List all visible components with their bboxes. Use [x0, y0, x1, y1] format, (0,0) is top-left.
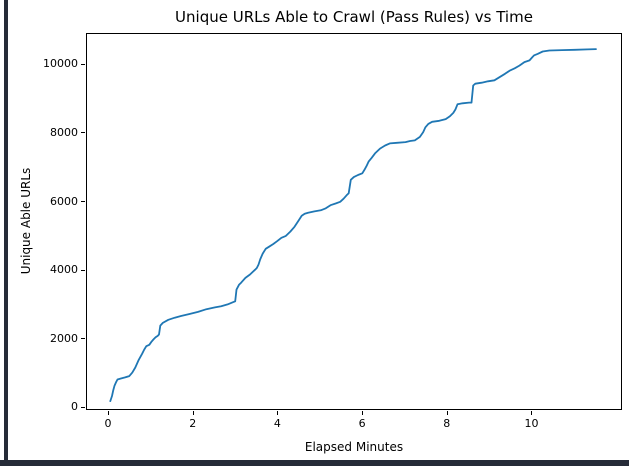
- y-tick-label: 8000: [50, 125, 78, 139]
- y-tick-label: 6000: [50, 194, 78, 208]
- y-tick-label: 10000: [43, 57, 78, 71]
- y-axis-label: Unique Able URLs: [19, 167, 33, 275]
- y-tick-label: 2000: [50, 331, 78, 345]
- x-tick-label: 8: [443, 417, 451, 430]
- x-tick-mark: [446, 411, 448, 415]
- y-tick-mark: [81, 269, 85, 271]
- x-tick-mark: [362, 411, 364, 415]
- x-tick-label: 2: [189, 417, 197, 430]
- y-tick-mark: [81, 406, 85, 408]
- x-tick-mark: [192, 411, 194, 415]
- window-edge-bottom: [0, 460, 629, 466]
- y-tick-mark: [81, 338, 85, 340]
- y-tick-label: 4000: [50, 263, 78, 277]
- x-tick-mark: [277, 411, 279, 415]
- y-tick-label: 0: [71, 400, 78, 414]
- y-tick-mark: [81, 132, 85, 134]
- x-tick-label: 4: [273, 417, 281, 430]
- x-tick-label: 0: [104, 417, 112, 430]
- x-tick-mark: [531, 411, 533, 415]
- y-tick-mark: [81, 63, 85, 65]
- x-axis-label: Elapsed Minutes: [304, 440, 404, 454]
- x-tick-label: 10: [524, 417, 539, 430]
- y-tick-mark: [81, 201, 85, 203]
- chart-title: Unique URLs Able to Crawl (Pass Rules) v…: [175, 8, 533, 26]
- line-series-unique-able-urls: [109, 48, 597, 403]
- plot-area: [86, 33, 622, 410]
- x-tick-label: 6: [358, 417, 366, 430]
- window-edge-left: [4, 0, 8, 466]
- x-tick-mark: [108, 411, 110, 415]
